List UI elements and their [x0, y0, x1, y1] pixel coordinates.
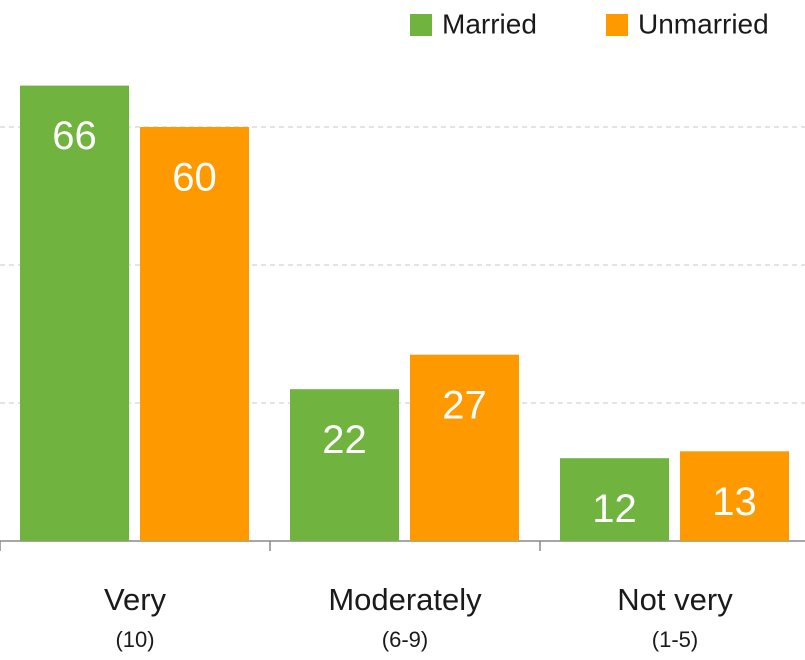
x-tick-sublabel: (6-9)	[382, 627, 428, 652]
legend-swatch	[410, 14, 432, 36]
x-tick-label: Very	[104, 582, 167, 617]
x-tick-label: Not very	[617, 582, 733, 617]
x-tick-label: Moderately	[328, 582, 482, 617]
legend-label: Married	[442, 8, 537, 39]
value-label: 66	[52, 114, 97, 158]
value-label: 13	[712, 480, 757, 524]
bar	[680, 451, 789, 541]
value-label: 12	[592, 487, 637, 531]
bar	[410, 354, 519, 541]
legend-label: Unmarried	[638, 8, 769, 39]
bar	[140, 127, 249, 541]
value-label: 27	[442, 383, 487, 427]
legend-swatch	[606, 14, 628, 36]
value-label: 60	[172, 156, 217, 200]
bar	[290, 389, 399, 541]
x-tick-sublabel: (1-5)	[652, 627, 698, 652]
x-tick-sublabel: (10)	[115, 627, 154, 652]
value-label: 22	[322, 418, 367, 462]
bar	[20, 85, 129, 541]
bar	[560, 458, 669, 541]
